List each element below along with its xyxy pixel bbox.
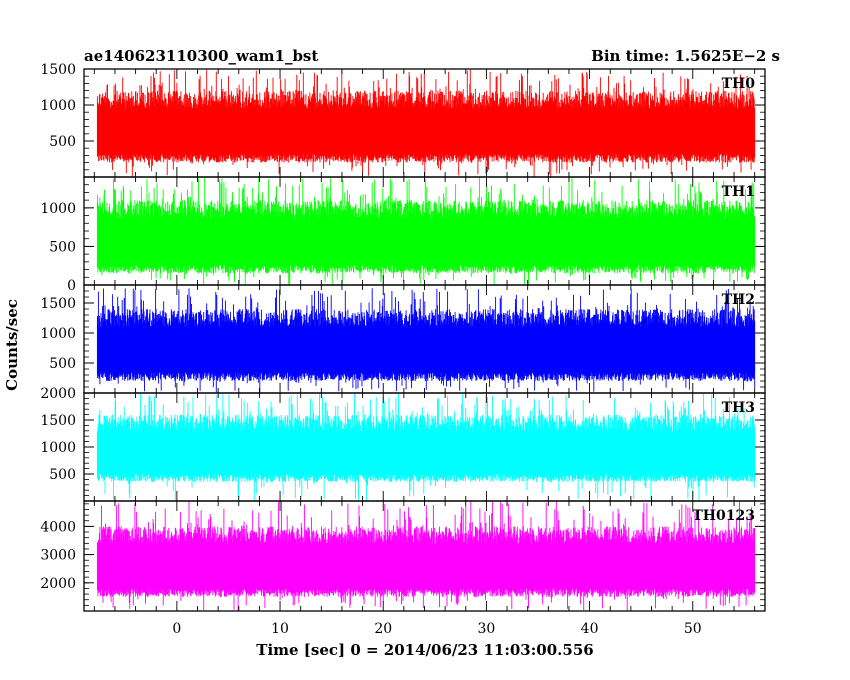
y-tick-label: 2000 xyxy=(40,576,76,592)
y-tick-label: 1500 xyxy=(40,413,76,429)
series-th1 xyxy=(96,177,756,285)
panel-label: TH0123 xyxy=(692,508,755,524)
x-axis-label: Time [sec] 0 = 2014/06/23 11:03:00.556 xyxy=(256,641,593,659)
panel-th0123: 2000 3000 4000 TH0123 xyxy=(40,500,766,612)
y-tick-label: 500 xyxy=(49,239,76,255)
x-tick-label: 0 xyxy=(172,621,181,637)
x-tick-label: 30 xyxy=(477,621,495,637)
panel-label: TH2 xyxy=(722,292,755,308)
y-tick-label: 2000 xyxy=(40,386,76,402)
x-tick-label: 50 xyxy=(684,621,702,637)
x-tick-label: 10 xyxy=(271,621,289,637)
panel-label: TH0 xyxy=(722,76,756,92)
y-tick-label: 1500 xyxy=(40,62,76,78)
x-axis: 0 10 20 30 40 50 xyxy=(172,621,701,637)
y-axis-label: Counts/sec xyxy=(3,299,21,391)
series-th0123 xyxy=(96,501,756,611)
bin-time-label: Bin time: 1.5625E−2 s xyxy=(591,47,780,65)
y-tick-label: 500 xyxy=(49,134,76,150)
panel-th2: 500 1000 1500 TH2 xyxy=(40,284,766,394)
series-th2 xyxy=(96,288,756,393)
y-tick-label: 1000 xyxy=(40,326,76,342)
panel-label: TH1 xyxy=(722,184,755,200)
chart-title: ae140623110300_wam1_bst xyxy=(84,47,318,65)
y-tick-label: 500 xyxy=(49,467,76,483)
y-tick-label: 500 xyxy=(49,356,76,372)
panel-label: TH3 xyxy=(722,400,755,416)
x-tick-label: 20 xyxy=(374,621,392,637)
y-tick-label: 1000 xyxy=(40,440,76,456)
panel-th1: 0 500 1000 TH1 xyxy=(40,176,766,294)
series-th3 xyxy=(96,393,756,501)
y-tick-label: 1000 xyxy=(40,98,76,114)
y-tick-label: 1500 xyxy=(40,296,76,312)
y-tick-label: 4000 xyxy=(40,519,76,535)
series-th0 xyxy=(96,69,756,177)
y-tick-label: 0 xyxy=(67,278,76,294)
y-tick-label: 1000 xyxy=(40,201,76,217)
y-tick-label: 3000 xyxy=(40,548,76,564)
panel-th3: 500 1000 1500 2000 TH3 xyxy=(40,386,766,502)
panel-th0: 500 1000 1500 TH0 xyxy=(40,62,766,178)
x-tick-label: 40 xyxy=(581,621,599,637)
